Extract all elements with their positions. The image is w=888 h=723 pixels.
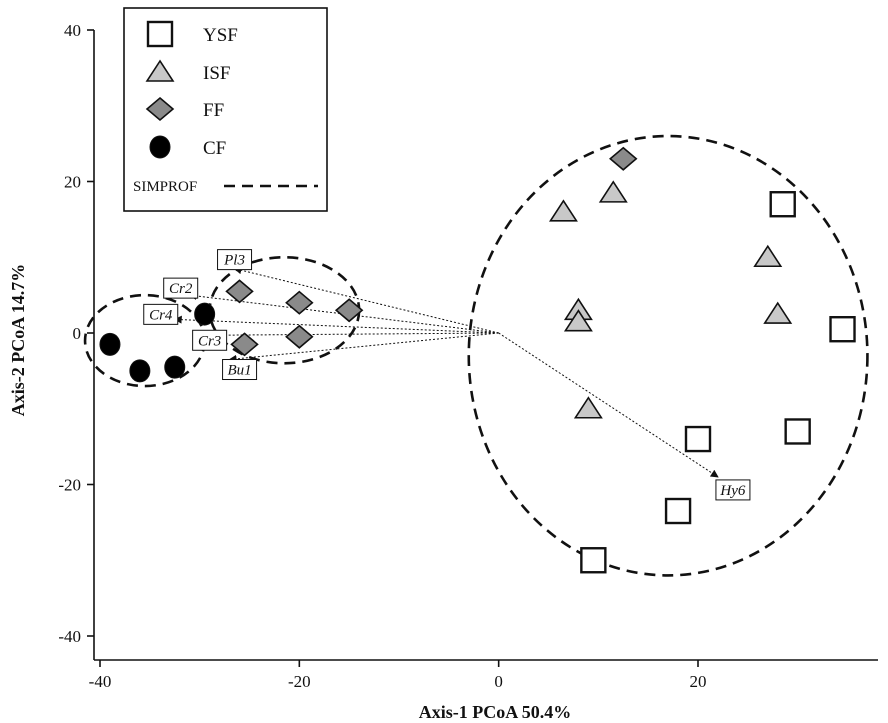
vector-label-box (163, 277, 199, 299)
y-tick-label: -40 (58, 627, 81, 646)
vector-label-pl3: Pl3 (223, 253, 245, 269)
y-tick-label: 0 (73, 324, 82, 343)
legend-marker-ysf (146, 20, 174, 48)
legend-label-ysf: YSF (203, 25, 238, 46)
point-ysf (769, 191, 796, 218)
legend-label-ff: FF (203, 100, 224, 121)
y-tick-label: -20 (58, 476, 81, 495)
vector-label-cr3: Cr3 (198, 333, 221, 349)
x-tick-label: -40 (89, 672, 112, 691)
vector-label-box (217, 249, 253, 271)
point-ysf (829, 316, 856, 343)
vector-arrow (228, 332, 499, 363)
point-ysf (664, 497, 692, 525)
vector-arrows (173, 266, 719, 478)
point-ff (334, 298, 364, 323)
point-ff (285, 324, 314, 349)
x-tick-label: -20 (288, 672, 311, 691)
point-ysf (684, 425, 712, 453)
point-isf (763, 301, 793, 324)
y-tick-label: 20 (64, 173, 81, 192)
y-tick-label: 40 (64, 21, 81, 40)
vector-label-hy6: Hy6 (719, 483, 745, 499)
x-axis-title: Axis-1 PCoA 50.4% (419, 702, 572, 722)
vector-label-box (192, 329, 228, 351)
legend-label-cf: CF (203, 138, 226, 159)
point-cf (194, 302, 216, 326)
legend-marker-ff (145, 96, 175, 122)
point-ff (285, 290, 314, 315)
point-isf (563, 309, 593, 332)
vector-label-box (143, 303, 179, 325)
x-tick-label: 0 (494, 672, 503, 691)
legend-label-simprof: SIMPROF (133, 179, 197, 195)
point-isf (573, 396, 603, 419)
vector-label-cr4: Cr4 (149, 307, 173, 323)
vector-label-box (222, 359, 258, 381)
x-tick-label: 20 (690, 672, 707, 691)
vector-label-box (715, 479, 751, 501)
point-ff (225, 279, 254, 304)
point-cf (99, 332, 121, 356)
vector-arrow (498, 332, 719, 478)
legend-marker-cf (149, 135, 171, 159)
point-ff (609, 146, 638, 171)
y-axis-title: Axis-2 PCoA 14.7% (8, 264, 28, 417)
vector-label-bu1: Bu1 (227, 363, 251, 379)
simprof-cluster-ellipse (467, 134, 869, 577)
point-cf (129, 359, 151, 383)
vector-arrow (233, 266, 499, 334)
point-isf (548, 199, 578, 222)
legend: YSF ISF FF CF SIMPROF (123, 7, 328, 212)
point-ff (230, 332, 259, 357)
point-isf (598, 180, 628, 203)
legend-label-isf: ISF (203, 63, 230, 84)
point-ysf (784, 418, 811, 445)
point-isf (753, 244, 783, 268)
point-ysf (580, 547, 607, 574)
point-cf (164, 355, 186, 379)
legend-marker-isf (145, 59, 175, 82)
vector-label-cr2: Cr2 (169, 281, 193, 297)
data-points: Pl3 Cr2 Cr4 Cr3 Bu1 Hy6 (99, 146, 856, 574)
vector-arrow (208, 331, 499, 340)
